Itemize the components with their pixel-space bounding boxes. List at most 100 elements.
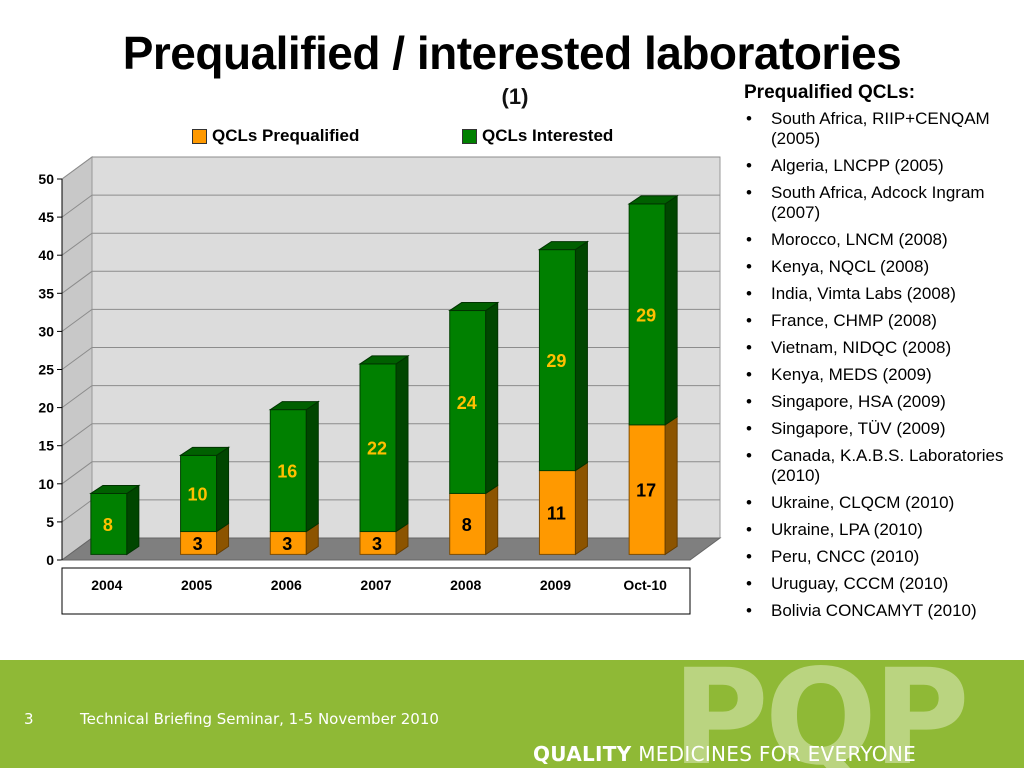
qcl-list-item: Bolivia CONCAMYT (2010) bbox=[738, 601, 1020, 621]
y-tick-label: 25 bbox=[38, 362, 54, 378]
qcl-list-item: India, Vimta Labs (2008) bbox=[738, 284, 1020, 304]
tagline-rest: MEDICINES FOR EVERYONE bbox=[631, 742, 917, 766]
bar-segment bbox=[449, 492, 487, 555]
chart-legend: QCLs Prequalified QCLs Interested bbox=[190, 126, 660, 146]
chart-title: (1) bbox=[501, 84, 529, 109]
y-tick-label: 10 bbox=[38, 476, 54, 492]
bar-segment bbox=[538, 470, 576, 555]
data-label: 29 bbox=[636, 305, 656, 325]
bar-segment-side bbox=[126, 484, 140, 556]
bar-segment bbox=[180, 454, 218, 533]
x-tick-label: 2009 bbox=[540, 577, 571, 593]
qcl-list-item: South Africa, Adcock Ingram (2007) bbox=[738, 183, 1020, 223]
qcl-list-item: Morocco, LNCM (2008) bbox=[738, 230, 1020, 250]
bar-segment-side bbox=[574, 461, 588, 556]
gridline bbox=[61, 232, 720, 256]
legend-label-prequalified: QCLs Prequalified bbox=[212, 126, 360, 145]
qcl-list-item: Uruguay, CCCM (2010) bbox=[738, 574, 1020, 594]
bar-segment-top bbox=[448, 302, 500, 312]
qcl-list-item: Ukraine, LPA (2010) bbox=[738, 520, 1020, 540]
bar-segment-top bbox=[537, 241, 590, 251]
bar-segment bbox=[269, 409, 307, 533]
data-label: 16 bbox=[277, 462, 297, 482]
data-label: 3 bbox=[372, 534, 382, 554]
data-label: 24 bbox=[457, 393, 477, 413]
y-tick-label: 50 bbox=[38, 171, 54, 187]
data-label: 11 bbox=[547, 503, 566, 523]
bar-segment-side bbox=[305, 400, 319, 533]
bar-segment-side bbox=[485, 301, 499, 495]
qcl-list-item: France, CHMP (2008) bbox=[738, 311, 1020, 331]
qcl-list-item: Vietnam, NIDQC (2008) bbox=[738, 338, 1020, 358]
legend-swatch-prequalified bbox=[192, 128, 207, 144]
bar-segment bbox=[90, 492, 128, 555]
footer-band: PQP 3 Technical Briefing Seminar, 1-5 No… bbox=[0, 660, 1024, 768]
x-tick-label: 2006 bbox=[271, 577, 302, 593]
gridline bbox=[61, 385, 720, 409]
bar-segment-side bbox=[664, 415, 678, 556]
legend-swatch-interested bbox=[462, 128, 477, 144]
y-tick-label: 0 bbox=[46, 552, 54, 568]
y-tick-label: 5 bbox=[46, 514, 54, 530]
bar-segment-top bbox=[627, 195, 679, 205]
qcl-list-item: Singapore, TÜV (2009) bbox=[738, 419, 1020, 439]
x-tick-label: 2004 bbox=[91, 577, 122, 593]
bar-segment-side bbox=[485, 484, 499, 556]
y-tick-label: 20 bbox=[38, 400, 54, 416]
data-label: 22 bbox=[367, 439, 387, 459]
qcl-panel: Prequalified QCLs: South Africa, RIIP+CE… bbox=[738, 82, 1020, 628]
qcl-list-item: South Africa, RIIP+CENQAM (2005) bbox=[738, 109, 1020, 149]
y-tick-label: 40 bbox=[38, 247, 54, 263]
y-tick-label: 15 bbox=[38, 438, 54, 454]
qcl-list-item: Algeria, LNCPP (2005) bbox=[738, 156, 1020, 176]
x-axis-box bbox=[61, 567, 691, 615]
tagline-bold: QUALITY bbox=[533, 742, 632, 766]
bar-segment-side bbox=[664, 194, 678, 426]
bar-segment-top bbox=[89, 484, 141, 494]
qcl-list: South Africa, RIIP+CENQAM (2005) Algeria,… bbox=[738, 109, 1020, 621]
data-label: 10 bbox=[188, 484, 208, 504]
bar-segment-top bbox=[358, 355, 410, 365]
gridline bbox=[61, 347, 720, 370]
footer-text: Technical Briefing Seminar, 1-5 November… bbox=[80, 710, 439, 728]
qcl-list-item: Singapore, HSA (2009) bbox=[738, 392, 1020, 412]
qcl-heading: Prequalified QCLs: bbox=[744, 82, 916, 103]
x-tick-label: 2007 bbox=[360, 577, 391, 593]
data-label: 29 bbox=[546, 351, 566, 371]
bar-segment-side bbox=[216, 446, 230, 533]
data-label: 17 bbox=[636, 481, 656, 501]
slide-number: 3 bbox=[24, 710, 34, 728]
bar-segment-top bbox=[268, 401, 320, 411]
x-tick-label: Oct-10 bbox=[623, 577, 667, 593]
gridline bbox=[61, 194, 720, 218]
data-label: 3 bbox=[193, 534, 203, 554]
bar-segment-side bbox=[574, 240, 588, 472]
gridline bbox=[61, 423, 720, 447]
qcl-list-item: Kenya, NQCL (2008) bbox=[738, 257, 1020, 277]
slide-title: Prequalified / interested laboratories bbox=[122, 27, 902, 79]
x-tick-label: 2005 bbox=[181, 577, 212, 593]
qcl-list-item: Kenya, MEDS (2009) bbox=[738, 365, 1020, 385]
legend-label-interested: QCLs Interested bbox=[482, 126, 614, 145]
gridline bbox=[61, 156, 720, 180]
legend-item-prequalified: QCLs Prequalified bbox=[192, 126, 359, 146]
y-tick-label: 45 bbox=[38, 209, 54, 225]
x-tick-label: 2008 bbox=[450, 577, 481, 593]
data-label: 8 bbox=[462, 515, 472, 535]
bar-segment-top bbox=[178, 446, 231, 456]
bar-segment bbox=[449, 310, 487, 494]
qcl-list-item: Canada, K.A.B.S. Laboratories (2010) bbox=[738, 446, 1020, 486]
y-tick-label: 35 bbox=[38, 285, 54, 301]
legend-item-interested: QCLs Interested bbox=[462, 126, 613, 146]
y-tick-label: 30 bbox=[38, 323, 54, 339]
data-label: 3 bbox=[282, 534, 292, 554]
data-label: 8 bbox=[103, 515, 113, 535]
pqp-logo-watermark: PQP bbox=[672, 660, 970, 768]
gridline bbox=[61, 308, 720, 332]
qcl-list-item: Ukraine, CLQCM (2010) bbox=[738, 493, 1020, 513]
qcl-list-item: Peru, CNCC (2010) bbox=[738, 547, 1020, 567]
gridline bbox=[61, 461, 720, 485]
bar-segment-side bbox=[395, 354, 409, 533]
tagline: QUALITY MEDICINES FOR EVERYONE bbox=[533, 742, 916, 766]
